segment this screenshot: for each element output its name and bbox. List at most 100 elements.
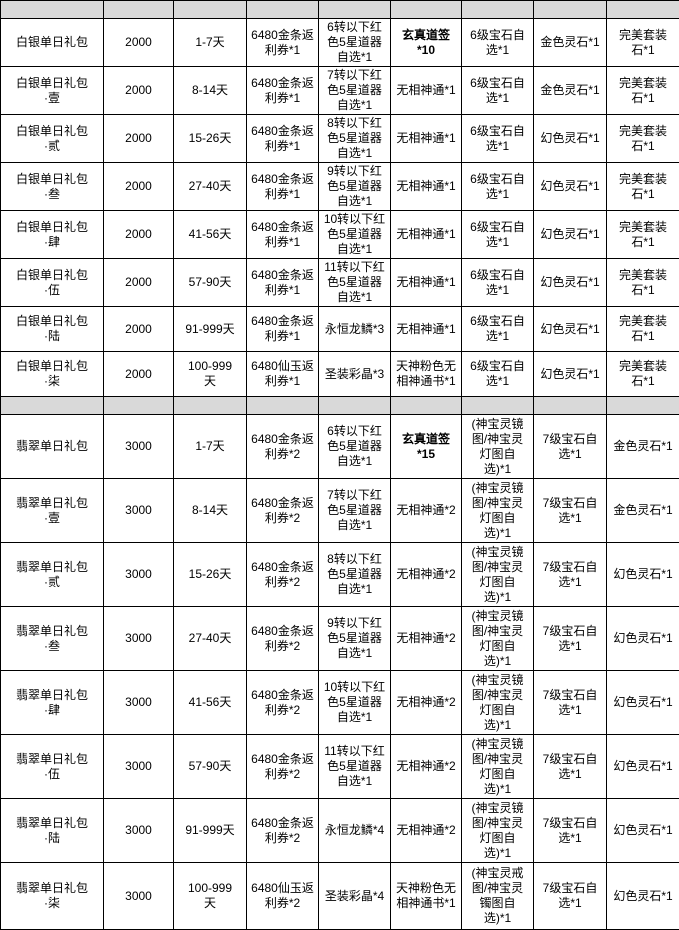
price-cell: 3000 [104, 479, 174, 543]
item-cell-4: 幻色灵石*1 [534, 211, 607, 259]
item-cell-1: 10转以下红 色5星道器 自选*1 [319, 671, 391, 735]
item-cell-2: 无相神通*2 [391, 735, 462, 799]
item-cell-5: 完美套装 石*1 [607, 259, 679, 307]
spacer-cell [607, 397, 679, 415]
item-cell-2: 无相神通*1 [391, 307, 462, 352]
item-cell-3: (神宝灵戒 图/神宝灵 镯图自 选)*1 [462, 863, 534, 930]
spacer-cell [391, 1, 462, 19]
item-cell-3: 6级宝石自 选*1 [462, 19, 534, 67]
item-cell-3: (神宝灵镜 图/神宝灵 灯图自 选)*1 [462, 607, 534, 671]
item-cell-5: 幻色灵石*1 [607, 735, 679, 799]
days-cell: 27-40天 [174, 163, 247, 211]
item-cell-3: (神宝灵镜 图/神宝灵 灯图自 选)*1 [462, 799, 534, 863]
item-cell-1: 圣装彩晶*3 [319, 352, 391, 397]
item-cell-4: 幻色灵石*1 [534, 307, 607, 352]
price-cell: 2000 [104, 211, 174, 259]
rebate-coupon-cell: 6480金条返 利券*1 [247, 115, 319, 163]
rebate-coupon-cell: 6480金条返 利券*2 [247, 671, 319, 735]
item-cell-1: 11转以下红 色5星道器 自选*1 [319, 259, 391, 307]
spacer-cell [319, 1, 391, 19]
package-name-cell: 白银单日礼包 ·伍 [1, 259, 104, 307]
days-cell: 100-999 天 [174, 863, 247, 930]
package-name-cell: 翡翠单日礼包 ·柒 [1, 863, 104, 930]
item-cell-3: 6级宝石自 选*1 [462, 259, 534, 307]
item-cell-5: 完美套装 石*1 [607, 352, 679, 397]
days-cell: 41-56天 [174, 671, 247, 735]
item-cell-1: 6转以下红 色5星道器 自选*1 [319, 415, 391, 479]
item-cell-5: 完美套装 石*1 [607, 211, 679, 259]
item-cell-2: 无相神通*2 [391, 671, 462, 735]
price-cell: 3000 [104, 543, 174, 607]
item-cell-2: 天神粉色无 相神通书*1 [391, 352, 462, 397]
item-cell-3: 6级宝石自 选*1 [462, 211, 534, 259]
spacer-cell [534, 397, 607, 415]
spacer-cell [319, 397, 391, 415]
days-cell: 91-999天 [174, 799, 247, 863]
item-cell-2: 玄真道签 *10 [391, 19, 462, 67]
item-cell-1: 9转以下红 色5星道器 自选*1 [319, 163, 391, 211]
rebate-coupon-cell: 6480金条返 利券*2 [247, 799, 319, 863]
package-name-cell: 翡翠单日礼包 ·伍 [1, 735, 104, 799]
item-cell-1: 7转以下红 色5星道器 自选*1 [319, 67, 391, 115]
rebate-coupon-cell: 6480金条返 利券*2 [247, 479, 319, 543]
item-cell-3: 6级宝石自 选*1 [462, 163, 534, 211]
item-cell-4: 7级宝石自 选*1 [534, 863, 607, 930]
days-cell: 27-40天 [174, 607, 247, 671]
item-cell-3: (神宝灵镜 图/神宝灵 灯图自 选)*1 [462, 543, 534, 607]
price-cell: 2000 [104, 19, 174, 67]
days-cell: 1-7天 [174, 19, 247, 67]
item-cell-2: 无相神通*1 [391, 163, 462, 211]
spacer-cell [174, 1, 247, 19]
item-cell-2: 无相神通*1 [391, 67, 462, 115]
item-cell-4: 幻色灵石*1 [534, 259, 607, 307]
package-name-cell: 白银单日礼包 ·壹 [1, 67, 104, 115]
item-cell-4: 幻色灵石*1 [534, 352, 607, 397]
item-cell-1: 7转以下红 色5星道器 自选*1 [319, 479, 391, 543]
spacer-cell [462, 1, 534, 19]
package-name-cell: 白银单日礼包 [1, 19, 104, 67]
item-cell-2: 无相神通*1 [391, 259, 462, 307]
days-cell: 57-90天 [174, 735, 247, 799]
price-cell: 3000 [104, 607, 174, 671]
item-cell-5: 幻色灵石*1 [607, 607, 679, 671]
item-cell-2: 无相神通*1 [391, 115, 462, 163]
item-cell-5: 金色灵石*1 [607, 479, 679, 543]
rebate-coupon-cell: 6480金条返 利券*1 [247, 259, 319, 307]
item-cell-2: 无相神通*2 [391, 607, 462, 671]
item-cell-5: 完美套装 石*1 [607, 67, 679, 115]
item-cell-5: 完美套装 石*1 [607, 307, 679, 352]
package-name-cell: 白银单日礼包 ·贰 [1, 115, 104, 163]
item-cell-4: 7级宝石自 选*1 [534, 671, 607, 735]
spacer-row [1, 1, 679, 19]
item-cell-3: (神宝灵镜 图/神宝灵 灯图自 选)*1 [462, 479, 534, 543]
rebate-coupon-cell: 6480金条返 利券*2 [247, 607, 319, 671]
item-cell-5: 金色灵石*1 [607, 415, 679, 479]
days-cell: 57-90天 [174, 259, 247, 307]
item-cell-4: 金色灵石*1 [534, 67, 607, 115]
price-cell: 2000 [104, 115, 174, 163]
item-cell-1: 8转以下红 色5星道器 自选*1 [319, 543, 391, 607]
price-cell: 3000 [104, 863, 174, 930]
spacer-cell [174, 397, 247, 415]
spacer-cell [247, 397, 319, 415]
item-cell-1: 10转以下红 色5星道器 自选*1 [319, 211, 391, 259]
item-cell-2: 天神粉色无 相神通书*1 [391, 863, 462, 930]
item-cell-4: 7级宝石自 选*1 [534, 607, 607, 671]
rebate-coupon-cell: 6480仙玉返 利券*2 [247, 863, 319, 930]
days-cell: 8-14天 [174, 67, 247, 115]
price-cell: 3000 [104, 735, 174, 799]
days-cell: 91-999天 [174, 307, 247, 352]
price-cell: 2000 [104, 67, 174, 115]
rebate-coupon-cell: 6480金条返 利券*1 [247, 211, 319, 259]
days-cell: 1-7天 [174, 415, 247, 479]
item-cell-5: 幻色灵石*1 [607, 799, 679, 863]
rebate-coupon-cell: 6480金条返 利券*1 [247, 163, 319, 211]
package-name-cell: 白银单日礼包 ·柒 [1, 352, 104, 397]
